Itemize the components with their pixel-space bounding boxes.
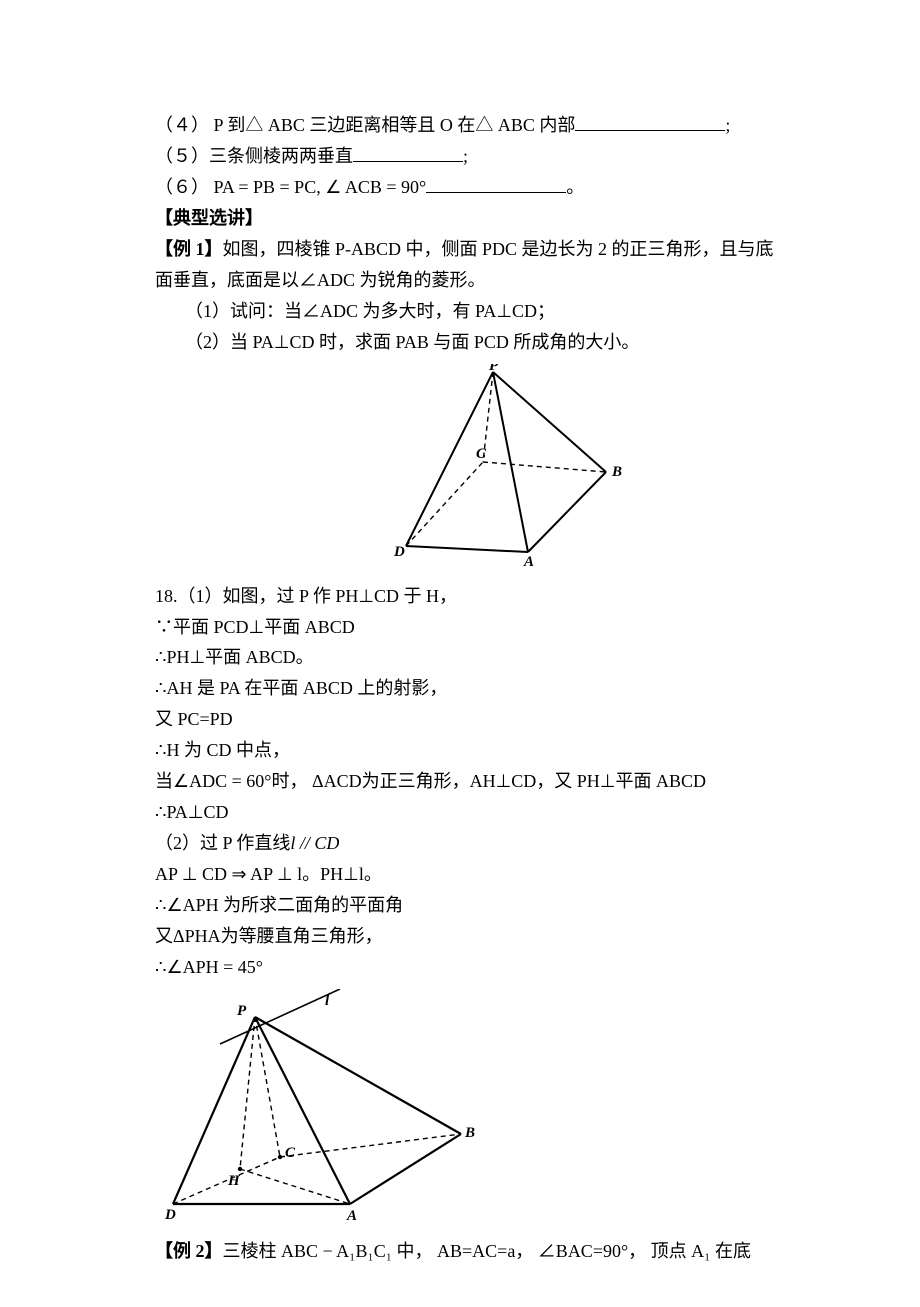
item-5-text: （５）三条侧棱两两垂直 [155, 146, 353, 166]
sol-8b: l // CD [290, 833, 339, 853]
item-6: （６） PA = PB = PC, ∠ ACB = 90° 。 [155, 172, 860, 203]
item-6-text: （６） PA = PB = PC, ∠ ACB = 90° [155, 177, 426, 197]
svg-text:l: l [325, 993, 330, 1009]
sol-line-11: 又ΔPHA为等腰直角三角形， [155, 921, 860, 952]
sol-line-7: ∴PA⊥CD [155, 797, 860, 828]
sol-line-4: 又 PC=PD [155, 704, 860, 735]
example-2-line1: 【例 2】三棱柱 ABC − A₁B₁C₁ 中， AB=AC=a， ∠BAC=9… [155, 1236, 860, 1267]
sol-10c: 为所求二面角的平面角 [219, 895, 404, 915]
sol-line-10: ∴∠APH 为所求二面角的平面角 [155, 890, 860, 921]
sol-line-0: 18.（1）如图，过 P 作 PH⊥CD 于 H， [155, 581, 860, 612]
sol-11b: ΔPHA [173, 926, 221, 946]
sol-line-12: ∴∠APH = 45° [155, 952, 860, 983]
sol-line-9: AP ⊥ CD ⇒ AP ⊥ l。PH⊥l。 [155, 859, 860, 890]
example-2-body: 三棱柱 ABC − A₁B₁C₁ 中， AB=AC=a， ∠BAC=90°， 顶… [223, 1241, 751, 1261]
svg-text:C: C [285, 1145, 296, 1161]
sol-line-1: ∵平面 PCD⊥平面 ABCD [155, 612, 860, 643]
example-1-sub2: （2）当 PA⊥CD 时，求面 PAB 与面 PCD 所成角的大小。 [155, 327, 860, 358]
figure-2: P D A B C H l [155, 989, 860, 1234]
figure-1-svg: P D A B C [378, 364, 638, 569]
svg-text:A: A [346, 1208, 357, 1224]
item-4-blank[interactable] [575, 114, 725, 131]
example-2-label: 【例 2】 [155, 1241, 223, 1261]
example-1-line2: 面垂直，底面是以∠ADC 为锐角的菱形。 [155, 265, 860, 296]
svg-text:P: P [489, 364, 499, 374]
item-4-text: （４） P 到△ ABC 三边距离相等且 O 在△ ABC 内部 [155, 115, 575, 135]
svg-text:A: A [523, 554, 534, 569]
sol-line-2: ∴PH⊥平面 ABCD。 [155, 642, 860, 673]
sol-8a: （2）过 P 作直线 [155, 833, 290, 853]
sol-12b: ∠APH = 45° [166, 957, 263, 977]
sol-line-5: ∴H 为 CD 中点， [155, 735, 860, 766]
svg-text:H: H [227, 1173, 241, 1189]
example-1-line1: 【例 1】如图，四棱锥 P-ABCD 中，侧面 PDC 是边长为 2 的正三角形… [155, 234, 860, 265]
sol-6d: ΔACD [312, 771, 362, 791]
sol-6c: 时， [272, 771, 313, 791]
item-5-blank[interactable] [353, 145, 463, 162]
item-6-blank[interactable] [426, 176, 566, 193]
example-1-label: 【例 1】 [155, 239, 223, 259]
sol-line-6: 当∠ADC = 60°时， ΔACD为正三角形，AH⊥CD，又 PH⊥平面 AB… [155, 766, 860, 797]
sol-6a: 当 [155, 771, 173, 791]
example-1-sub1: （1）试问：当∠ADC 为多大时，有 PA⊥CD； [155, 296, 860, 327]
svg-text:D: D [165, 1207, 176, 1223]
sol-6b: ∠ADC = 60° [173, 771, 272, 791]
figure-1: P D A B C [155, 364, 860, 579]
sol-line-3: ∴AH 是 PA 在平面 ABCD 上的射影， [155, 673, 860, 704]
section-title: 【典型选讲】 [155, 203, 860, 234]
sol-10b: ∠APH [166, 895, 218, 915]
svg-text:D: D [393, 544, 405, 560]
item-5: （５）三条侧棱两两垂直; [155, 141, 860, 172]
svg-text:P: P [237, 1003, 247, 1019]
item-4-tail: ; [725, 115, 730, 135]
svg-text:B: B [611, 464, 622, 480]
figure-2-svg: P D A B C H l [165, 989, 485, 1224]
item-4: （４） P 到△ ABC 三边距离相等且 O 在△ ABC 内部; [155, 110, 860, 141]
sol-6e: 为正三角形，AH⊥CD，又 PH⊥平面 ABCD [362, 771, 706, 791]
sol-12a: ∴ [155, 957, 166, 977]
sol-line-8: （2）过 P 作直线l // CD [155, 828, 860, 859]
item-5-tail: ; [463, 146, 468, 166]
svg-text:C: C [476, 446, 487, 462]
svg-text:B: B [464, 1125, 475, 1141]
sol-10a: ∴ [155, 895, 166, 915]
item-6-tail: 。 [566, 177, 584, 197]
sol-11a: 又 [155, 926, 173, 946]
sol-11c: 为等腰直角三角形， [221, 926, 383, 946]
example-1-body1: 如图，四棱锥 P-ABCD 中，侧面 PDC 是边长为 2 的正三角形，且与底 [223, 239, 774, 259]
